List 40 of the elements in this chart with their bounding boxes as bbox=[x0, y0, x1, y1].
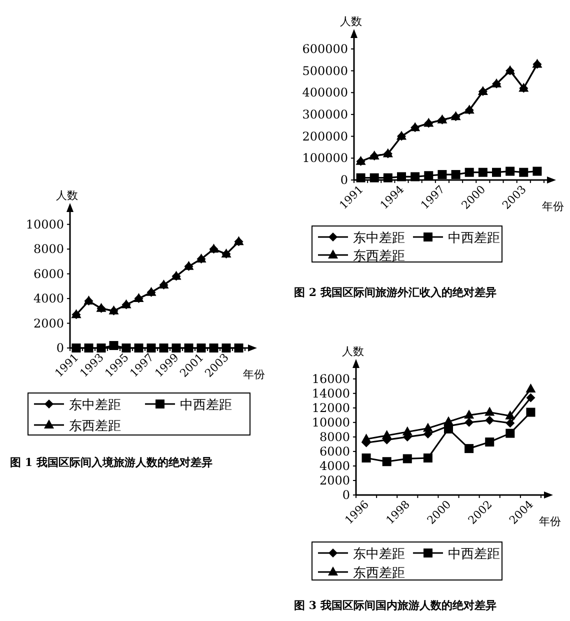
legend-label: 中西差距 bbox=[448, 231, 500, 246]
y-tick-label: 14000 bbox=[312, 386, 350, 400]
y-tick-label: 4000 bbox=[319, 458, 350, 473]
y-tick-label: 100000 bbox=[302, 151, 348, 166]
y-axis-title: 人数 bbox=[342, 345, 364, 358]
legend-label: 东中差距 bbox=[69, 398, 121, 413]
y-tick-label: 0 bbox=[340, 173, 348, 187]
y-tick-label: 12000 bbox=[312, 400, 350, 415]
x-axis-title: 年份 bbox=[539, 515, 561, 528]
legend-label: 东中差距 bbox=[353, 231, 405, 246]
y-tick-label: 6000 bbox=[33, 266, 64, 281]
y-tick-label: 2000 bbox=[33, 316, 64, 330]
y-tick-label: 10000 bbox=[312, 415, 350, 430]
text: 图 3 我国区际间国内旅游人数的绝对差异 bbox=[294, 599, 496, 612]
legend-label: 东西差距 bbox=[353, 249, 405, 264]
legend-label: 东西差距 bbox=[353, 566, 405, 581]
y-tick-label: 16000 bbox=[312, 372, 350, 386]
y-tick-label: 400000 bbox=[302, 86, 348, 100]
y-tick-label: 0 bbox=[56, 341, 64, 355]
y-axis-title: 人数 bbox=[340, 15, 362, 28]
y-tick-label: 8000 bbox=[33, 242, 64, 256]
y-tick-label: 300000 bbox=[302, 107, 348, 122]
y-tick-label: 8000 bbox=[319, 430, 350, 444]
legend-label: 东西差距 bbox=[69, 419, 121, 434]
y-tick-label: 500000 bbox=[302, 64, 348, 78]
legend-label: 东中差距 bbox=[353, 547, 405, 562]
y-tick-label: 600000 bbox=[302, 42, 348, 56]
x-axis-title: 年份 bbox=[542, 200, 564, 213]
y-tick-label: 10000 bbox=[26, 217, 64, 232]
y-tick-label: 4000 bbox=[33, 292, 64, 306]
x-axis-title: 年份 bbox=[243, 368, 265, 381]
legend-label: 中西差距 bbox=[448, 547, 500, 562]
text: 图 1 我国区际间入境旅游人数的绝对差异 bbox=[10, 456, 212, 469]
y-tick-label: 6000 bbox=[319, 444, 350, 458]
y-tick-label: 200000 bbox=[302, 129, 348, 144]
text: 图 2 我国区际间旅游外汇收入的绝对差异 bbox=[294, 286, 496, 299]
legend-label: 中西差距 bbox=[180, 398, 232, 413]
y-axis-title: 人数 bbox=[56, 189, 78, 202]
y-tick-label: 2000 bbox=[319, 473, 350, 488]
y-tick-label: 0 bbox=[342, 488, 350, 502]
